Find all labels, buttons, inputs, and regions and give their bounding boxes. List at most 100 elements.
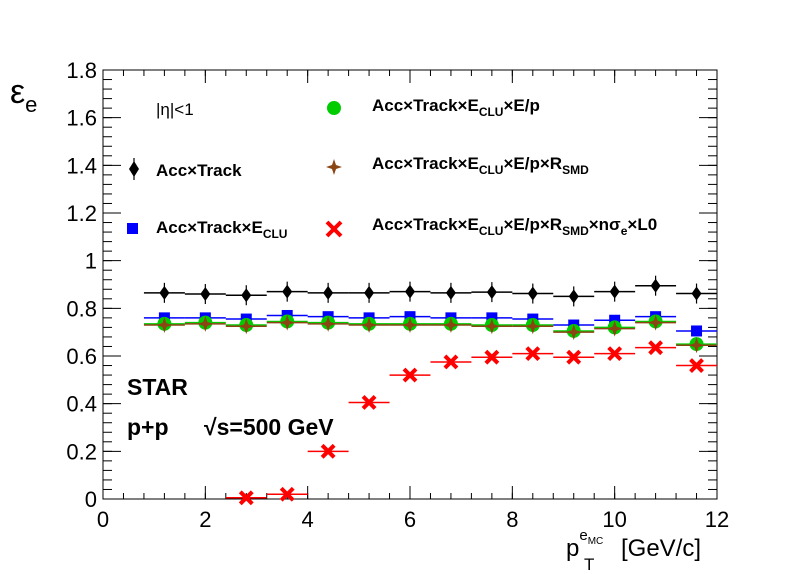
series-3 — [143, 314, 717, 354]
diamond-marker — [486, 285, 497, 300]
data-point — [404, 311, 416, 323]
y-tick-label: 0.2 — [66, 439, 97, 464]
star-marker — [361, 317, 378, 334]
y-tick-label: 1.8 — [66, 58, 97, 83]
data-point — [484, 349, 500, 365]
y-tick-label: 0 — [85, 487, 97, 512]
data-point — [445, 282, 456, 303]
star-marker — [688, 337, 705, 354]
x-axis-label-supsub: MC — [588, 536, 604, 547]
star-marker — [279, 314, 296, 331]
y-tick-label: 1 — [85, 249, 97, 274]
legend-label-l0: Acc×Track×ECLU×E/p×RSMD×nσe×L0 — [372, 215, 657, 238]
data-point — [527, 283, 538, 304]
data-point — [442, 317, 459, 334]
star-marker — [197, 315, 214, 332]
star-marker — [320, 315, 337, 332]
y-tick-label: 0.6 — [66, 344, 97, 369]
x-marker-stroke — [238, 490, 254, 506]
square-marker — [486, 312, 498, 324]
legend-marker-acc-track — [129, 158, 139, 180]
x-marker-stroke — [648, 340, 664, 356]
diamond-marker — [241, 288, 252, 303]
data-point — [483, 318, 500, 335]
diamond-marker — [364, 285, 375, 300]
data-point — [524, 318, 541, 335]
x-tick-label: 8 — [506, 507, 518, 532]
x-tick-label: 6 — [404, 507, 416, 532]
y-tick-label: 0.4 — [66, 392, 97, 417]
data-point — [320, 443, 336, 459]
data-point — [405, 281, 415, 302]
data-point — [279, 314, 296, 331]
x-marker-stroke — [443, 354, 459, 370]
star-marker — [442, 317, 459, 334]
series-layer — [143, 275, 717, 506]
star-marker — [238, 318, 255, 335]
legend-eta-cut: |η|<1 — [156, 100, 194, 119]
star-marker — [606, 320, 623, 337]
series-4 — [225, 340, 717, 506]
data-point — [689, 358, 704, 373]
x-marker-stroke — [361, 395, 377, 410]
x-axis-label-unit: [GeV/c] — [621, 535, 701, 562]
data-point — [364, 282, 375, 303]
data-point — [323, 282, 334, 303]
data-point — [282, 281, 293, 302]
x-marker-stroke — [689, 358, 704, 373]
star-marker — [402, 317, 418, 334]
data-point — [361, 395, 377, 410]
data-point — [279, 486, 295, 502]
diamond-marker — [323, 285, 334, 300]
square-marker — [691, 325, 703, 337]
square-marker — [609, 314, 621, 326]
x-axis-label-subscript: T — [584, 555, 594, 574]
axes: 0 2 4 6 8 10 12 0 0.2 0.4 0.6 0.8 1 1.2 1.4 1.6 1.8 — [66, 58, 729, 532]
annotation-experiment: STAR — [127, 374, 188, 400]
x-marker-stroke — [402, 367, 418, 383]
diamond-marker — [609, 284, 620, 299]
y-tick-label: 1.6 — [66, 106, 97, 131]
diamond-marker — [568, 289, 579, 304]
data-point — [361, 317, 378, 334]
diamond-marker — [200, 287, 211, 302]
data-point — [566, 349, 582, 365]
data-point — [156, 317, 173, 334]
x-marker-stroke — [607, 346, 623, 362]
x-marker-stroke — [525, 346, 541, 362]
y-tick-label: 0.8 — [66, 296, 97, 321]
data-point — [159, 282, 170, 303]
y-axis-label: εe — [10, 73, 37, 117]
data-point — [568, 286, 579, 307]
legend-label-rsmd: Acc×Track×ECLU×E/p×RSMD — [372, 154, 589, 177]
star-marker — [647, 314, 664, 331]
x-tick-label: 4 — [302, 507, 314, 532]
diamond-marker — [527, 286, 538, 301]
x-tick-label: 2 — [199, 507, 211, 532]
data-point — [606, 320, 623, 337]
data-point — [609, 281, 620, 302]
diamond-marker — [405, 284, 415, 299]
legend: |η|<1 Acc×Track Acc×Track×ECLU Acc×Track… — [127, 96, 657, 241]
annotation-system: p+p — [127, 414, 169, 440]
x-tick-label: 10 — [602, 507, 626, 532]
data-point — [197, 315, 214, 332]
data-point — [607, 346, 623, 362]
data-point — [200, 284, 211, 305]
x-axis-label: peMC — [566, 527, 603, 562]
x-tick-label: 0 — [97, 507, 109, 532]
annotation-energy: √s=500 GeV — [204, 414, 334, 440]
y-tick-label: 1.2 — [66, 201, 97, 226]
series-0 — [143, 275, 717, 307]
data-point — [486, 282, 497, 303]
data-point — [402, 317, 418, 334]
star-marker — [156, 317, 173, 334]
data-point — [647, 314, 664, 331]
data-point — [402, 367, 418, 383]
data-point — [486, 312, 498, 324]
y-axis-label-main: ε — [10, 73, 25, 111]
star-marker — [483, 318, 500, 335]
legend-marker-acc-track-eclu — [127, 223, 138, 234]
data-point — [609, 314, 621, 326]
